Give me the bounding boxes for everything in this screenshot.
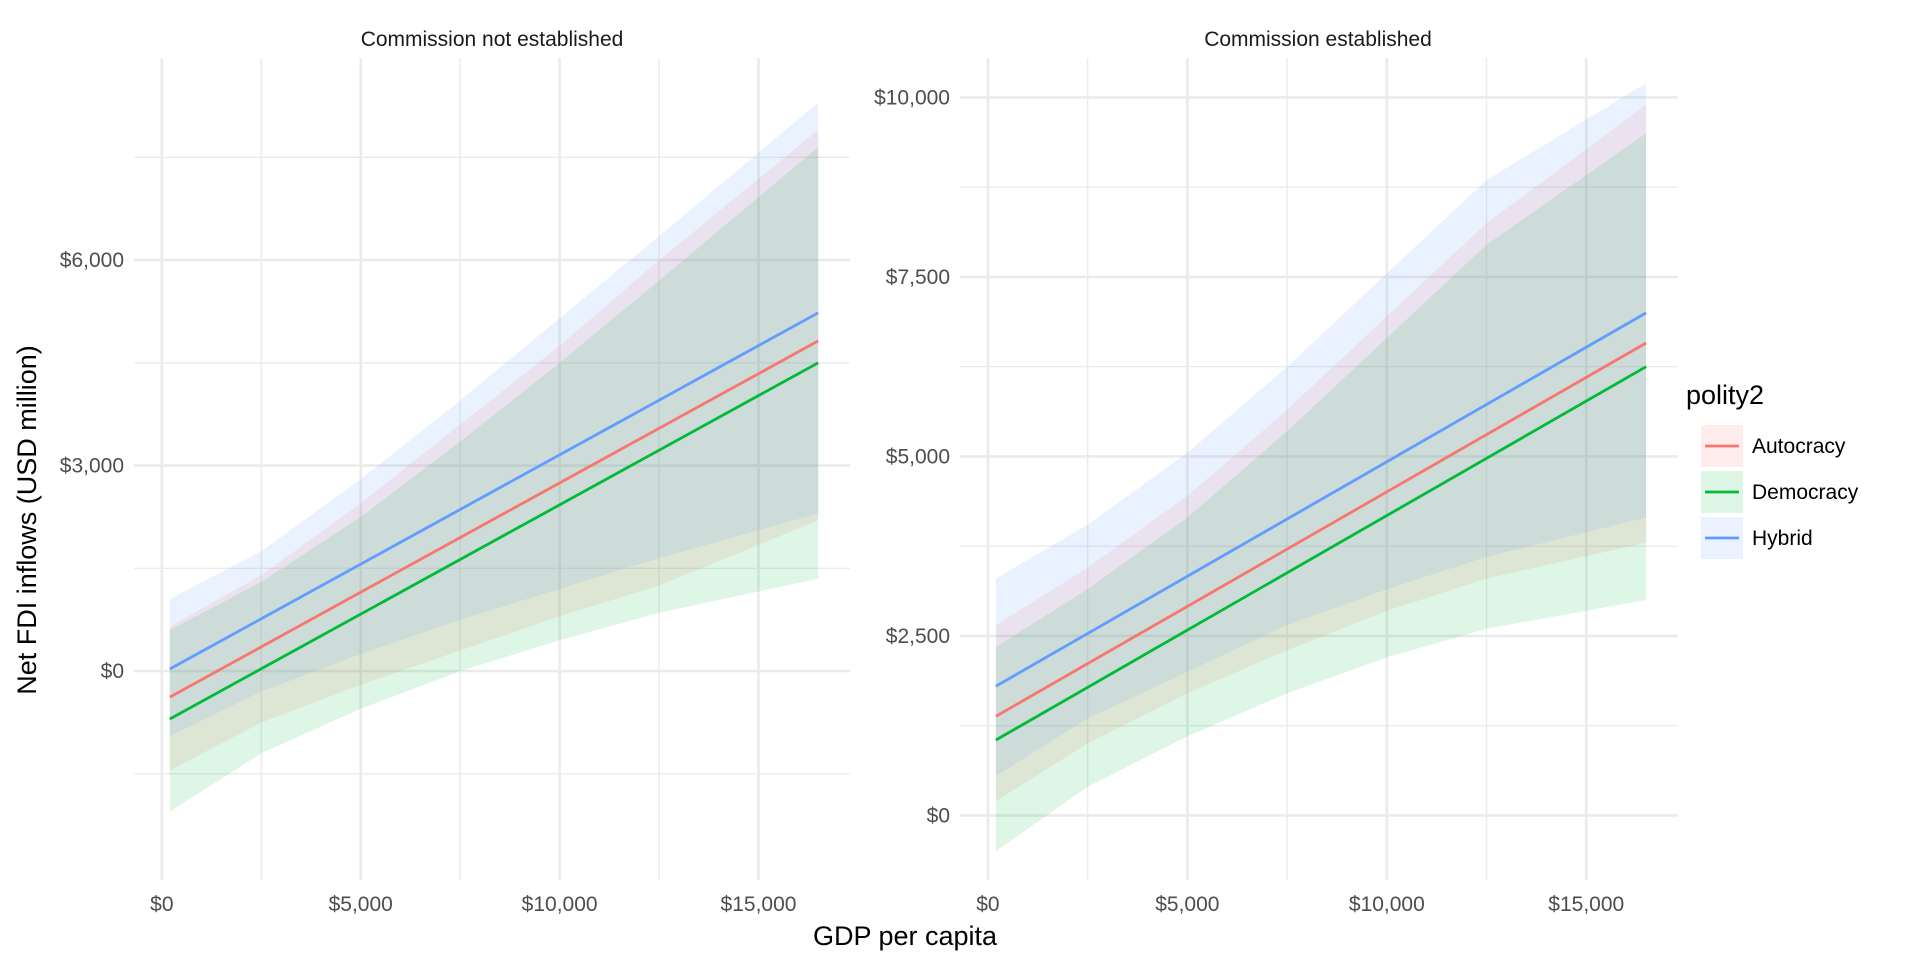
legend-label-hybrid: Hybrid: [1752, 527, 1813, 550]
y-tick-label: $0: [927, 804, 950, 827]
y-tick-label: $3,000: [60, 455, 124, 478]
panel-0-x-tick-labels: $0 $5,000 $10,000 $15,000: [150, 893, 796, 916]
confidence-band-hybrid: [169, 102, 819, 737]
confidence-band-autocracy: [995, 104, 1647, 801]
y-tick-label: $0: [101, 660, 124, 683]
panel-1-y-tick-labels: $0 $2,500 $5,000 $7,500 $10,000: [874, 86, 950, 827]
confidence-band-democracy: [169, 147, 819, 812]
y-tick-label: $7,500: [886, 266, 950, 289]
panel-0-fit-lines: [169, 311, 819, 721]
confidence-band-autocracy: [169, 129, 819, 771]
x-tick-label: $10,000: [1349, 893, 1425, 916]
legend-label-democracy: Democracy: [1752, 481, 1859, 504]
legend-item-hybrid: Hybrid: [1701, 517, 1813, 559]
fit-line-hybrid: [169, 311, 819, 671]
confidence-band-democracy: [995, 133, 1647, 852]
legend-label-autocracy: Autocracy: [1752, 435, 1846, 458]
x-tick-label: $10,000: [522, 893, 598, 916]
panel-commission-established: Commission established $0 $2,500 $5,000 $7,…: [874, 28, 1678, 916]
y-tick-label: $5,000: [886, 445, 950, 468]
fit-line-democracy: [169, 361, 819, 721]
panel-1-confidence-bands: [995, 83, 1647, 852]
y-tick-label: $6,000: [60, 249, 124, 272]
x-tick-label: $5,000: [329, 893, 393, 916]
legend-item-autocracy: Autocracy: [1701, 425, 1846, 467]
panel-1-x-tick-labels: $0 $5,000 $10,000 $15,000: [976, 893, 1624, 916]
fit-line-autocracy: [169, 339, 819, 699]
legend: polity2 Autocracy Democracy Hybrid: [1686, 380, 1859, 559]
panel-1-gridlines: [960, 58, 1678, 880]
legend-title: polity2: [1686, 380, 1764, 410]
facet-title-commission-not-established: Commission not established: [361, 28, 624, 51]
x-tick-label: $0: [976, 893, 999, 916]
panel-0-confidence-bands: [169, 102, 819, 812]
fit-line-autocracy: [995, 341, 1647, 718]
y-tick-label: $2,500: [886, 625, 950, 648]
panel-commission-not-established: Commission not established $0 $3,000 $6,00…: [60, 28, 850, 916]
x-tick-label: $15,000: [721, 893, 797, 916]
panel-1-fit-lines: [995, 311, 1647, 742]
panel-0-y-tick-labels: $0 $3,000 $6,000: [60, 249, 124, 683]
legend-item-democracy: Democracy: [1701, 471, 1859, 513]
y-axis-title: Net FDI inflows (USD million): [12, 345, 42, 695]
y-tick-label: $10,000: [874, 86, 950, 109]
fit-line-hybrid: [995, 311, 1647, 688]
x-tick-label: $0: [150, 893, 173, 916]
x-axis-title: GDP per capita: [813, 921, 998, 951]
x-tick-label: $5,000: [1155, 893, 1219, 916]
facet-title-commission-established: Commission established: [1204, 28, 1432, 51]
x-tick-label: $15,000: [1548, 893, 1624, 916]
fit-line-democracy: [995, 365, 1647, 742]
confidence-band-hybrid: [995, 83, 1647, 776]
panel-0-gridlines: [134, 58, 850, 880]
legend-keys: Autocracy Democracy Hybrid: [1701, 425, 1859, 559]
